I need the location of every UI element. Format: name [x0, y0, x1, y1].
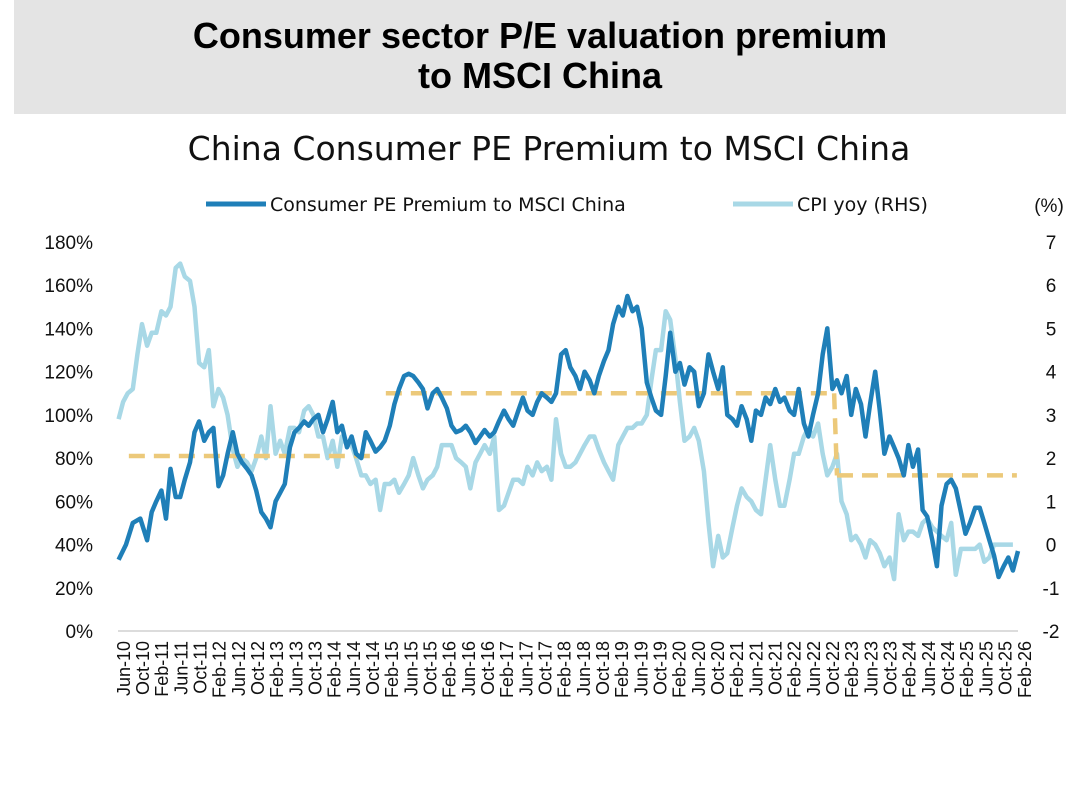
y-left-tick-label: 180% — [44, 233, 93, 254]
average-segment — [831, 393, 840, 476]
x-tick-label: Oct-19 — [651, 641, 671, 695]
x-tick-label: Oct-13 — [305, 641, 325, 695]
x-tick-label: Oct-18 — [593, 641, 613, 695]
legend-label-cpi: CPI yoy (RHS) — [797, 194, 928, 216]
x-tick-label: Oct-22 — [823, 641, 843, 695]
x-tick-label: Jun-25 — [976, 641, 996, 696]
x-tick-label: Oct-23 — [881, 641, 901, 695]
x-tick-label: Jun-17 — [516, 641, 536, 696]
x-tick-label: Jun-21 — [746, 641, 766, 696]
header-band: Consumer sector P/E valuation premium to… — [14, 0, 1066, 114]
plot-area — [116, 261, 1021, 582]
right-axis-unit: (%) — [1034, 196, 1064, 217]
y-right-tick-label: 7 — [1046, 233, 1057, 254]
y-axis-right: 7 6 5 4 3 2 1 0 -1 -2 — [1043, 233, 1060, 643]
x-tick-label: Jun-16 — [459, 641, 479, 696]
x-tick-label: Jun-15 — [401, 641, 421, 696]
x-tick-label: Jun-23 — [861, 641, 881, 696]
series-average-dashed — [128, 391, 1017, 478]
x-tick-label: Jun-20 — [689, 641, 709, 696]
series-line-premium — [116, 293, 1021, 580]
y-left-tick-label: 20% — [55, 579, 93, 600]
x-tick-label: Feb-21 — [727, 641, 747, 698]
chart: China Consumer PE Premium to MSCI China … — [44, 129, 1064, 698]
y-right-tick-label: 3 — [1046, 406, 1057, 427]
y-left-tick-label: 80% — [55, 449, 93, 470]
x-tick-label: Jun-22 — [804, 641, 824, 696]
x-tick-label: Feb-20 — [670, 641, 690, 698]
x-tick-label: Jun-18 — [574, 641, 594, 696]
x-tick-label: Feb-12 — [210, 641, 230, 698]
x-tick-label: Oct-12 — [248, 641, 268, 695]
x-tick-label: Oct-10 — [133, 641, 153, 695]
legend: Consumer PE Premium to MSCI China CPI yo… — [206, 194, 928, 216]
y-left-tick-label: 100% — [44, 406, 93, 427]
x-tick-label: Feb-17 — [497, 641, 517, 698]
header-title: Consumer sector P/E valuation premium to… — [192, 15, 888, 96]
legend-label-premium: Consumer PE Premium to MSCI China — [270, 194, 626, 216]
x-tick-label: Feb-13 — [267, 641, 287, 698]
x-tick-label: Feb-14 — [325, 641, 345, 698]
y-left-tick-label: 0% — [66, 622, 94, 643]
y-left-tick-label: 40% — [55, 536, 93, 557]
x-tick-label: Feb-22 — [785, 641, 805, 698]
x-tick-label: Oct-16 — [478, 641, 498, 695]
x-tick-label: Jun-14 — [344, 641, 364, 696]
series-line-cpi — [116, 261, 1013, 582]
x-tick-label: Jun-10 — [114, 641, 134, 696]
x-tick-label: Feb-19 — [612, 641, 632, 698]
x-tick-label: Feb-25 — [957, 641, 977, 698]
y-left-tick-label: 120% — [44, 363, 93, 384]
y-right-tick-label: 5 — [1046, 319, 1057, 340]
x-tick-label: Feb-26 — [1015, 641, 1035, 698]
x-tick-label: Feb-16 — [440, 641, 460, 698]
x-tick-label: Feb-24 — [900, 641, 920, 698]
y-right-tick-label: 0 — [1046, 536, 1057, 557]
y-left-tick-label: 60% — [55, 492, 93, 513]
x-tick-label: Oct-11 — [190, 641, 210, 694]
y-right-tick-label: 2 — [1046, 449, 1057, 470]
x-tick-label: Oct-15 — [420, 641, 440, 695]
x-tick-label: Jun-19 — [631, 641, 651, 696]
y-axis-left: 180% 160% 140% 120% 100% 80% 60% 40% 20% 0% — [44, 233, 93, 643]
y-right-tick-label: 6 — [1046, 276, 1057, 297]
x-tick-label: Jun-11 — [171, 641, 191, 695]
x-tick-label: Oct-20 — [708, 641, 728, 695]
x-tick-label: Oct-24 — [938, 641, 958, 695]
x-tick-label: Oct-17 — [535, 641, 555, 695]
x-tick-label: Feb-11 — [152, 641, 172, 697]
y-right-tick-label: 4 — [1046, 363, 1057, 384]
chart-title: China Consumer PE Premium to MSCI China — [188, 129, 911, 168]
x-tick-label: Feb-23 — [842, 641, 862, 698]
x-tick-label: Oct-14 — [363, 641, 383, 695]
x-tick-label: Oct-25 — [996, 641, 1016, 695]
x-tick-label: Jun-12 — [229, 641, 249, 696]
x-tick-label: Feb-18 — [555, 641, 575, 698]
y-left-tick-label: 160% — [44, 276, 93, 297]
x-tick-label: Oct-21 — [766, 641, 786, 695]
y-right-tick-label: -2 — [1043, 622, 1060, 643]
y-right-tick-label: 1 — [1046, 492, 1057, 513]
x-tick-label: Jun-24 — [919, 641, 939, 696]
y-left-tick-label: 140% — [44, 319, 93, 340]
y-right-tick-label: -1 — [1043, 579, 1060, 600]
x-axis: Jun-10 Oct-10 Feb-11 Jun-11 Oct-11 Feb-12 Jun-… — [114, 641, 1035, 698]
x-tick-label: Feb-15 — [382, 641, 402, 698]
x-tick-label: Jun-13 — [286, 641, 306, 696]
